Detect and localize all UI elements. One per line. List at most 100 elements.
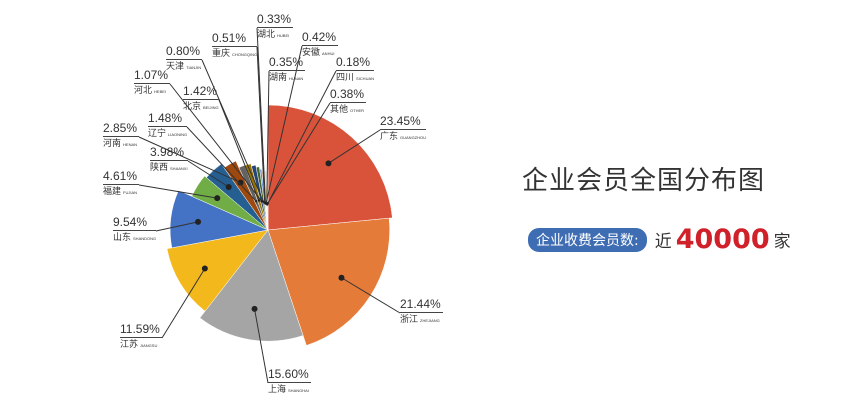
data-label-pinyin: FUJIAN xyxy=(123,190,138,195)
data-label-name: 福建 xyxy=(103,186,122,196)
data-label-name: 其他 xyxy=(330,104,349,114)
data-label-pinyin: HUNAN xyxy=(289,76,304,81)
data-label-tianjin: 0.80% 天津 TIANJIN xyxy=(166,44,203,74)
data-label-fujian: 4.61% 福建 FUJIAN xyxy=(103,169,140,199)
data-label-value: 23.45% xyxy=(380,115,427,130)
data-label-value: 1.07% xyxy=(134,68,171,84)
data-label-name: 四川 xyxy=(336,72,355,82)
pie-slice-fujian xyxy=(191,175,269,231)
leader-line xyxy=(161,268,206,339)
data-label-value: 0.51% xyxy=(212,32,258,47)
data-label-value: 0.33% xyxy=(257,12,294,28)
data-label-shanghai: 15.60% 上海 SHANGHAI xyxy=(268,368,311,397)
leader-line xyxy=(266,70,337,205)
data-label-pinyin: ZHEJIANG xyxy=(420,318,440,323)
data-label-name: 浙江 xyxy=(400,314,419,324)
pie-slice-zhejiang xyxy=(267,217,390,346)
leader-dot xyxy=(251,305,258,312)
data-label-pinyin: TIANJIN xyxy=(186,65,202,70)
data-label-value: 21.44% xyxy=(400,297,443,313)
data-label-pinyin: ANHUI xyxy=(322,51,335,56)
leader-line xyxy=(187,160,229,188)
data-label-value: 15.60% xyxy=(268,367,311,383)
data-label-name: 广东 xyxy=(380,131,399,141)
data-label-value: 0.80% xyxy=(166,44,203,60)
data-label-value: 2.85% xyxy=(103,121,140,137)
leader-line xyxy=(186,126,257,202)
data-label-pinyin: SHANDONG xyxy=(133,236,157,241)
leader-dot xyxy=(237,179,244,186)
data-label-name: 安徽 xyxy=(302,47,321,57)
member-count-unit: 家 xyxy=(773,232,791,252)
leader-line xyxy=(328,129,381,164)
leader-dot xyxy=(266,202,269,205)
data-label-shaanxi: 3.98% 陕西 SHAANXI xyxy=(150,146,188,175)
leader-dot xyxy=(325,160,332,167)
data-label-value: 0.38% xyxy=(330,87,367,103)
pie-slice-guangzhou xyxy=(267,104,393,231)
data-label-hunan: 0.35% 湖南 HUNAN xyxy=(269,55,306,85)
data-label-jiangsu: 11.59% 江苏 JIANGSU xyxy=(120,323,162,352)
leader-dot xyxy=(255,200,258,203)
data-label-other: 0.38% 其他 OTHER xyxy=(330,87,367,117)
leader-line xyxy=(267,102,331,204)
data-label-shandong: 9.54% 山东 SHANDONG xyxy=(113,216,157,245)
pie-slice-jiangsu xyxy=(166,229,269,312)
leader-line xyxy=(169,83,262,202)
leader-dot xyxy=(257,199,261,202)
data-label-chongqing: 0.51% 重庆 CHONGQING xyxy=(212,32,258,61)
data-label-name: 辽宁 xyxy=(148,128,167,138)
data-label-pinyin: LIAONING xyxy=(168,132,188,137)
data-label-liaoning: 1.48% 辽宁 LIAONING xyxy=(148,112,188,141)
data-label-pinyin: HUBEI xyxy=(277,33,290,38)
data-label-value: 0.18% xyxy=(336,56,375,71)
pie-slice-hebei xyxy=(251,164,269,231)
data-label-beijing: 1.42% 北京 BEIJING xyxy=(183,84,220,114)
data-label-value: 0.35% xyxy=(269,55,306,71)
leader-dot xyxy=(338,274,345,281)
member-count-value: 40000 xyxy=(675,224,770,255)
leader-dot xyxy=(260,199,263,203)
data-label-hubei: 0.33% 湖北 HUBEI xyxy=(257,12,294,42)
data-label-guangzhou: 23.45% 广东 GUANGZHOU xyxy=(380,115,427,144)
leader-line xyxy=(201,59,264,202)
data-label-value: 4.61% xyxy=(103,169,140,185)
leader-line xyxy=(138,184,218,199)
member-count-prefix: 近 xyxy=(654,232,672,252)
data-label-name: 天津 xyxy=(166,61,185,71)
data-label-value: 1.48% xyxy=(148,112,188,127)
data-label-pinyin: SHANGHAI xyxy=(288,388,309,393)
leader-line xyxy=(254,308,269,384)
data-label-pinyin: HEBEI xyxy=(154,89,167,94)
data-label-sichuan: 0.18% 四川 SICHUAN xyxy=(336,56,375,85)
pie-slice-shanghai xyxy=(199,229,304,342)
data-label-hebei: 1.07% 河北 HEBEI xyxy=(134,68,171,98)
chart-title: 企业会员全国分布图 xyxy=(522,166,766,196)
data-label-pinyin: SICHUAN xyxy=(356,76,375,81)
pie-slice-shandong xyxy=(169,190,269,249)
data-label-name: 北京 xyxy=(183,101,202,111)
data-label-value: 1.42% xyxy=(183,84,220,100)
data-label-value: 0.42% xyxy=(302,30,339,46)
data-label-name: 陕西 xyxy=(150,162,169,172)
data-label-name: 上海 xyxy=(268,384,287,394)
data-label-name: 湖南 xyxy=(269,72,288,82)
data-label-henan: 2.85% 河南 HENAN xyxy=(103,121,140,151)
data-label-name: 湖北 xyxy=(257,29,276,39)
data-label-value: 3.98% xyxy=(150,146,188,161)
data-label-pinyin: JIANGSU xyxy=(140,343,158,348)
data-label-zhejiang: 21.44% 浙江 ZHEJIANG xyxy=(400,298,443,327)
leader-line xyxy=(266,70,270,204)
data-label-name: 河北 xyxy=(134,85,153,95)
data-label-name: 江苏 xyxy=(120,339,139,349)
data-label-value: 11.59% xyxy=(120,322,162,338)
leader-line xyxy=(265,45,303,204)
leader-dot xyxy=(201,265,208,272)
leader-line xyxy=(256,46,266,203)
leader-dot xyxy=(195,218,202,225)
data-label-pinyin: SHAANXI xyxy=(170,166,188,171)
data-label-name: 河南 xyxy=(103,138,122,148)
leader-dot xyxy=(225,183,232,190)
data-label-name: 重庆 xyxy=(212,48,231,58)
